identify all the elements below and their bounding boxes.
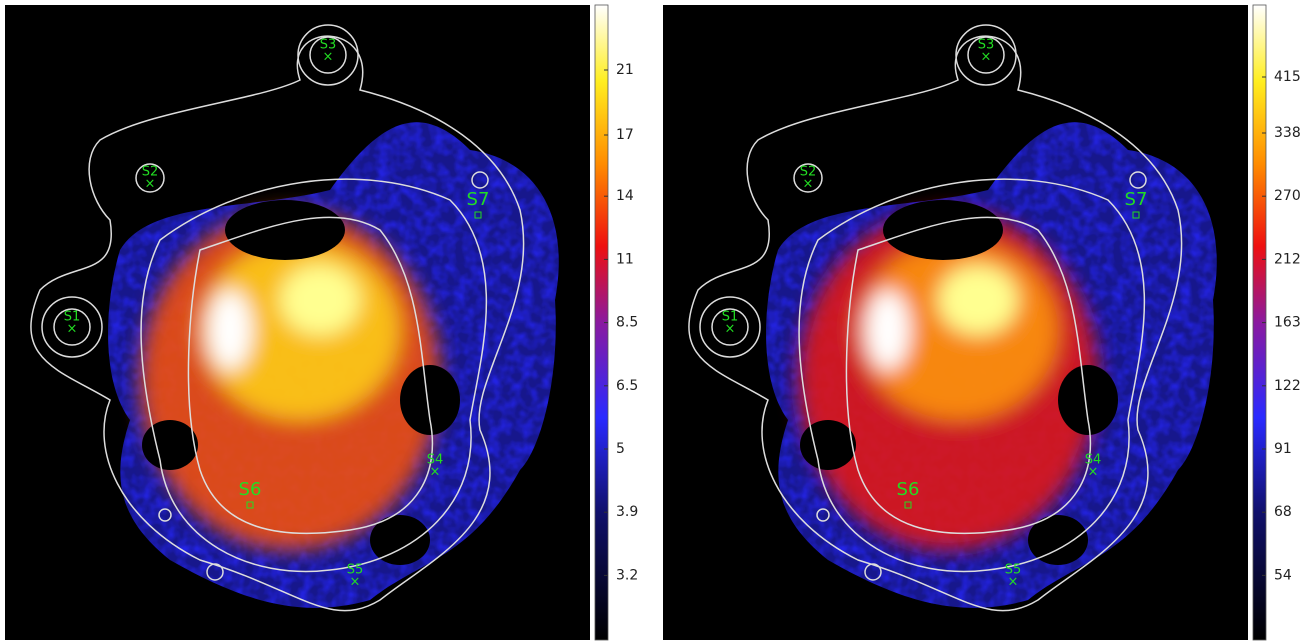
emission-knot [866, 290, 910, 370]
cavity [142, 420, 198, 470]
contour-ring [135, 163, 165, 193]
contour-ring [711, 308, 749, 346]
colorbar-tick-label: 338 [1274, 125, 1301, 141]
source-label: S4 [1085, 453, 1102, 468]
cavity [225, 200, 345, 260]
colorbar-tick-label: 270 [1274, 188, 1301, 204]
source-marker [246, 501, 254, 509]
contour [30, 35, 525, 612]
colorbar-tick-label: 14 [616, 188, 634, 204]
contour-ring [1129, 171, 1147, 189]
source-label: S2 [800, 165, 817, 180]
source-marker [904, 501, 912, 509]
source-label: S7 [1125, 189, 1148, 210]
source-label: S5 [347, 563, 364, 578]
contour-ring [41, 296, 103, 358]
source-marker: × [350, 575, 361, 590]
emission-knot [938, 265, 1018, 335]
source-label: S2 [142, 165, 159, 180]
colorbar-tick-label: 91 [1274, 441, 1292, 457]
map-panel: S1×S2×S3×S4×S5×S6S7415338270212163122916… [663, 4, 1301, 641]
colorbar-tick-label: 17 [616, 127, 634, 143]
contour-ring [297, 24, 359, 86]
source-marker: × [430, 465, 441, 480]
colorbar-tick-label: 11 [616, 251, 634, 267]
emission-knot [208, 290, 252, 370]
source-marker: × [145, 177, 156, 192]
source-marker: × [981, 50, 992, 65]
colorbar-tick-label: 6.5 [616, 378, 638, 394]
colorbar-tick-label: 415 [1274, 69, 1301, 85]
cavity [1028, 515, 1088, 565]
source-label: S1 [64, 310, 81, 325]
emission-inner [140, 210, 440, 550]
contour-ring [699, 296, 761, 358]
colorbar-tick-label: 68 [1274, 504, 1292, 520]
emission-knot [280, 265, 360, 335]
colorbar-tick-label: 163 [1274, 315, 1301, 331]
contour-ring [309, 36, 347, 74]
contour-ring [816, 508, 830, 522]
cavity [370, 515, 430, 565]
source-label: S1 [722, 310, 739, 325]
source-label: S6 [239, 479, 262, 500]
emission-inner [798, 210, 1098, 550]
source-marker: × [1088, 465, 1099, 480]
contour [845, 216, 1092, 535]
colorbar-tick-label: 5 [616, 441, 625, 457]
source-marker [474, 211, 482, 219]
cavity [883, 200, 1003, 260]
cavity [400, 365, 460, 435]
contour-ring [967, 36, 1005, 74]
source-label: S4 [427, 453, 444, 468]
source-marker: × [323, 50, 334, 65]
contour-ring [955, 24, 1017, 86]
source-marker: × [725, 322, 736, 337]
source-marker [1132, 211, 1140, 219]
contour [688, 35, 1183, 612]
source-label: S3 [978, 38, 995, 53]
contour-ring [864, 563, 882, 581]
contour-ring [793, 163, 823, 193]
source-label: S6 [897, 479, 920, 500]
source-label: S5 [1005, 563, 1022, 578]
source-marker: × [67, 322, 78, 337]
colorbar-tick-label: 8.5 [616, 315, 638, 331]
cavity [800, 420, 856, 470]
source-label: S3 [320, 38, 337, 53]
contour [140, 178, 488, 573]
colorbar-tick-label: 212 [1274, 251, 1301, 267]
contour [187, 216, 434, 535]
source-marker: × [803, 177, 814, 192]
colorbar-tick-label: 3.2 [616, 567, 638, 583]
colorbar-tick-label: 54 [1274, 567, 1292, 583]
colorbar-tick-label: 3.9 [616, 504, 638, 520]
colorbar-tick-label: 21 [616, 62, 634, 78]
cavity [1058, 365, 1118, 435]
source-marker: × [1008, 575, 1019, 590]
contour-ring [206, 563, 224, 581]
contour-ring [53, 308, 91, 346]
contour [798, 178, 1146, 573]
source-label: S7 [467, 189, 490, 210]
colorbar-tick-label: 122 [1274, 378, 1301, 394]
contour-ring [471, 171, 489, 189]
contour-ring [158, 508, 172, 522]
